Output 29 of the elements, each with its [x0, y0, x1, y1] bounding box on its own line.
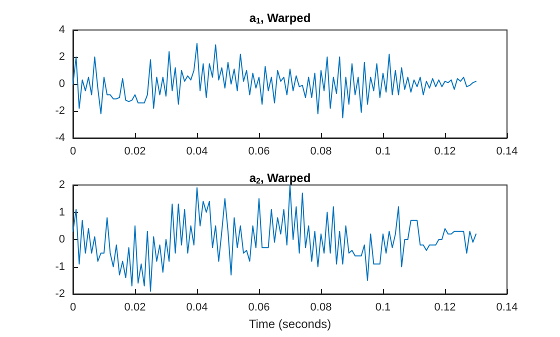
x-tick-label: 0: [70, 146, 76, 158]
y-tick-label: -4: [55, 132, 65, 144]
x-tick-label: 0.02: [124, 146, 146, 158]
x-tick-label: 0.14: [496, 302, 518, 314]
line-series: [72, 184, 476, 292]
x-tick-label: 0: [70, 302, 76, 314]
x-tick-label: 0.08: [310, 302, 332, 314]
x-tick-label: 0.02: [124, 302, 146, 314]
y-tick-label: -1: [55, 260, 65, 273]
x-tick-label: 0.12: [434, 302, 456, 314]
x-tick-label: 0.1: [375, 302, 391, 314]
x-axis-title: Time (seconds): [248, 316, 332, 331]
line-series: [72, 43, 476, 118]
x-tick-label: 0.04: [186, 302, 208, 314]
y-tick-label: 2: [58, 51, 65, 63]
x-tick-label: 0.06: [248, 302, 270, 314]
y-tick-label: -2: [55, 288, 65, 300]
x-tick-label: 0.12: [434, 146, 456, 158]
x-tick-label: 0.04: [186, 146, 208, 158]
x-tick-label: 0.1: [375, 146, 391, 158]
y-tick-label: -2: [55, 105, 65, 117]
y-tick-label: 0: [58, 78, 65, 90]
y-tick-label: 4: [58, 24, 65, 36]
x-tick-label: 0.14: [496, 146, 518, 158]
y-tick-label: 0: [58, 234, 65, 246]
y-tick-label: 2: [58, 179, 65, 191]
y-tick-label: 1: [58, 206, 65, 218]
x-tick-label: 0.08: [310, 146, 332, 158]
x-tick-label: 0.06: [248, 146, 270, 158]
